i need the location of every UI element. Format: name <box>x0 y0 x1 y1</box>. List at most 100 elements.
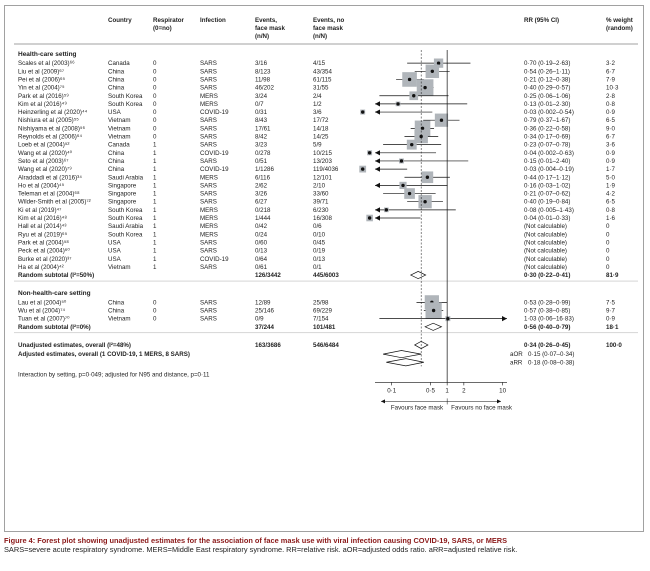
group-0-row-20-respirator: 1 <box>153 223 157 230</box>
group-0-row-17-events-mask: 6/27 <box>255 199 268 206</box>
adjusted-aor-label: aOR <box>510 351 523 358</box>
group-1-row-1-events-mask: 25/146 <box>255 308 274 315</box>
group-1-row-0-events-nomask: 25/98 <box>313 299 329 306</box>
group-0-row-20-country: Saudi Arabia <box>108 223 144 230</box>
header-weight-1: % weight <box>606 17 633 24</box>
favour-arrow-right <box>497 399 501 404</box>
group-0-row-5-infection: MERS <box>200 101 218 108</box>
group-0-row-5-events-nomask: 1/2 <box>313 101 322 108</box>
group-0-row-6-country: USA <box>108 109 122 116</box>
group-0-row-4-infection: MERS <box>200 93 218 100</box>
group-0-row-16-events-mask: 3/26 <box>255 191 268 198</box>
group-0-row-15-respirator: 1 <box>153 182 157 189</box>
group-0-row-18-point <box>384 208 389 212</box>
group-0-row-25-country: Vietnam <box>108 264 131 271</box>
group-0-row-6-events-mask: 0/31 <box>255 109 268 116</box>
group-0-row-14-infection: MERS <box>200 174 218 181</box>
group-0-row-3-study: Yin et al (2004)⁷⁵ <box>18 85 65 92</box>
group-0-row-17-events-nomask: 39/71 <box>313 199 329 206</box>
group-0-row-21-events-mask: 0/24 <box>255 231 268 238</box>
group-1-row-1-events-nomask: 69/229 <box>313 308 332 315</box>
group-0-subtotal-diamond <box>409 271 427 280</box>
group-0-row-25-respirator: 1 <box>153 264 157 271</box>
group-0-row-21-rr: (Not calculable) <box>524 231 567 238</box>
group-0-row-9-country: Vietnam <box>108 134 131 141</box>
group-0-subtotal-label: Random subtotal (I²=50%) <box>18 272 94 279</box>
group-0-row-19-events-mask: 1/444 <box>255 215 271 222</box>
group-1-subtotal-events-mask: 37/244 <box>255 324 274 331</box>
group-1-subtotal-label: Random subtotal (I²=0%) <box>18 324 91 331</box>
group-0-row-14-point <box>425 175 430 179</box>
group-0-row-25-weight: 0 <box>606 264 610 271</box>
group-0-row-5-arrow-left <box>375 101 380 107</box>
header-events-mask-2: face mask <box>255 25 285 32</box>
group-0-row-23-weight: 0 <box>606 248 610 255</box>
group-0-row-7-events-nomask: 17/72 <box>313 117 329 124</box>
group-0-row-9-events-nomask: 14/25 <box>313 134 329 141</box>
group-1-row-2-events-nomask: 7/154 <box>313 316 329 323</box>
group-0-row-6-point <box>360 110 365 114</box>
group-0-row-10-country: Canada <box>108 142 130 149</box>
group-0-row-8-rr: 0·36 (0·22–0·58) <box>524 125 570 132</box>
group-1-subtotal-diamond <box>424 322 443 331</box>
group-0-row-22-weight: 0 <box>606 239 610 246</box>
group-0-row-17-infection: SARS <box>200 199 217 206</box>
group-0-row-4-respirator: 0 <box>153 93 157 100</box>
group-0-row-25-infection: SARS <box>200 264 217 271</box>
group-0-row-6-events-nomask: 3/6 <box>313 109 322 116</box>
group-0-row-1-events-nomask: 43/354 <box>313 68 332 75</box>
group-0-row-1-point <box>430 69 435 74</box>
header-events-nomask-2: face mask <box>313 25 343 32</box>
group-0-row-12-respirator: 1 <box>153 158 157 165</box>
group-0-row-13-point <box>360 167 365 171</box>
group-0-row-0-point <box>436 61 441 65</box>
group-0-row-21-study: Ryu et al (2019)⁶⁵ <box>18 231 68 238</box>
group-0-row-11-country: China <box>108 150 125 157</box>
group-0-row-4-study: Park et al (2016)⁵⁹ <box>18 93 69 100</box>
group-0-row-2-rr: 0·21 (0·12–0·38) <box>524 76 570 83</box>
group-0-row-9-weight: 6·7 <box>606 134 616 141</box>
group-1-row-2-study: Tuan et al (2007)⁷⁰ <box>18 316 70 323</box>
group-0-row-10-weight: 3·6 <box>606 142 616 149</box>
group-0-row-19-country: South Korea <box>108 215 143 222</box>
group-0-row-3-weight: 10·3 <box>606 85 619 92</box>
group-0-row-22-respirator: 1 <box>153 239 157 246</box>
group-0-row-21-respirator: 1 <box>153 231 157 238</box>
group-0-row-19-infection: MERS <box>200 215 218 222</box>
favour-arrow-left <box>381 399 385 404</box>
group-0-row-15-study: Ho et al (2004)⁴⁵ <box>18 182 65 189</box>
group-0-row-13-arrow-left <box>375 166 380 172</box>
group-0-row-8-events-nomask: 14/18 <box>313 125 329 132</box>
group-1-row-1-country: China <box>108 308 125 315</box>
group-0-row-4-events-mask: 3/24 <box>255 93 268 100</box>
group-0-row-21-infection: MERS <box>200 231 218 238</box>
group-0-row-22-study: Park et al (2004)⁵⁸ <box>18 239 69 246</box>
group-0-row-17-point <box>423 200 427 204</box>
group-0-row-24-events-nomask: 0/13 <box>313 256 326 263</box>
group-0-row-13-events-mask: 1/1286 <box>255 166 274 173</box>
group-0-row-4-events-nomask: 2/4 <box>313 93 322 100</box>
group-0-row-7-respirator: 0 <box>153 117 157 124</box>
x-tick-label-4: 10 <box>499 387 506 394</box>
group-0-row-20-study: Hall et al (2014)⁴³ <box>18 223 66 230</box>
group-0-row-16-point <box>407 191 412 196</box>
group-0-row-8-study: Nishiyama et al (2008)⁵⁶ <box>18 125 85 132</box>
group-0-row-15-arrow-left <box>375 182 380 188</box>
group-0-row-2-events-nomask: 61/115 <box>313 76 332 83</box>
group-0-row-11-events-mask: 0/278 <box>255 150 271 157</box>
group-0-row-20-infection: MERS <box>200 223 218 230</box>
group-1-row-2-arrow-right <box>502 316 507 322</box>
group-0-row-11-events-nomask: 10/215 <box>313 150 332 157</box>
group-0-row-15-events-mask: 2/62 <box>255 182 268 189</box>
group-0-row-20-events-mask: 0/42 <box>255 223 268 230</box>
group-1-row-1-weight: 9·7 <box>606 308 616 315</box>
adjusted-arr-diamond <box>386 358 424 367</box>
group-1-subtotal-events-nomask: 101/481 <box>313 324 336 331</box>
group-0-row-25-study: Ha et al (2004)⁴² <box>18 264 64 271</box>
group-0-row-1-respirator: 0 <box>153 68 157 75</box>
group-0-row-19-respirator: 1 <box>153 215 157 222</box>
group-0-row-14-events-nomask: 12/101 <box>313 174 332 181</box>
group-0-row-16-events-nomask: 33/60 <box>313 191 329 198</box>
group-0-row-20-events-nomask: 0/6 <box>313 223 322 230</box>
